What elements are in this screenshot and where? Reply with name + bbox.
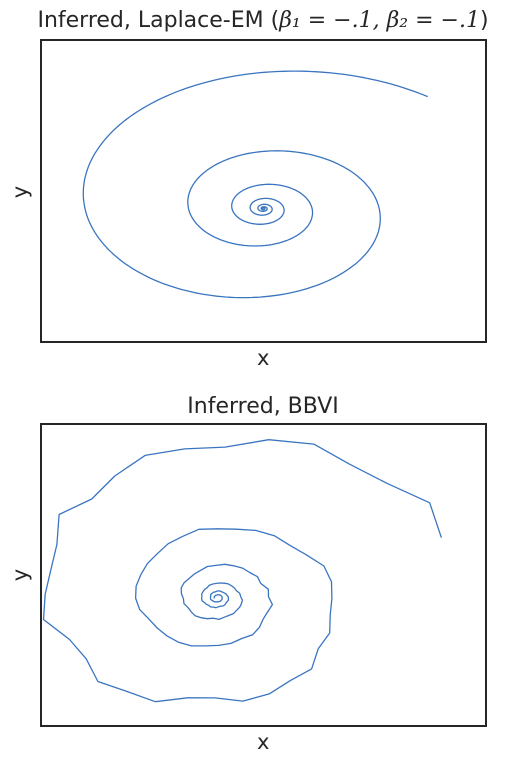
chart-title-prefix: Inferred, Laplace-EM ( [37, 8, 280, 33]
chart-frame [40, 423, 487, 727]
series-line [82, 70, 428, 299]
chart-frame [40, 39, 487, 343]
chart-plot-area [40, 39, 487, 343]
chart-title: Inferred, Laplace-EM (β₁ = −.1, β₂ = −.1… [0, 8, 526, 33]
chart-title: Inferred, BBVI [187, 394, 339, 419]
y-axis-label: y [8, 185, 33, 199]
y-axis-label: y [8, 568, 33, 582]
chart-panel-bbvi: Inferred, BBVI x y [0, 383, 526, 766]
series-line [42, 439, 443, 703]
x-axis-label: x [257, 346, 270, 370]
x-axis-label: x [257, 730, 270, 754]
chart-plot-area [40, 423, 487, 727]
chart-title-math: β₁ = −.1, β₂ = −.1 [279, 8, 480, 33]
chart-title-suffix: ) [479, 8, 489, 33]
chart-panel-laplace-em: Inferred, Laplace-EM (β₁ = −.1, β₂ = −.1… [0, 8, 526, 370]
